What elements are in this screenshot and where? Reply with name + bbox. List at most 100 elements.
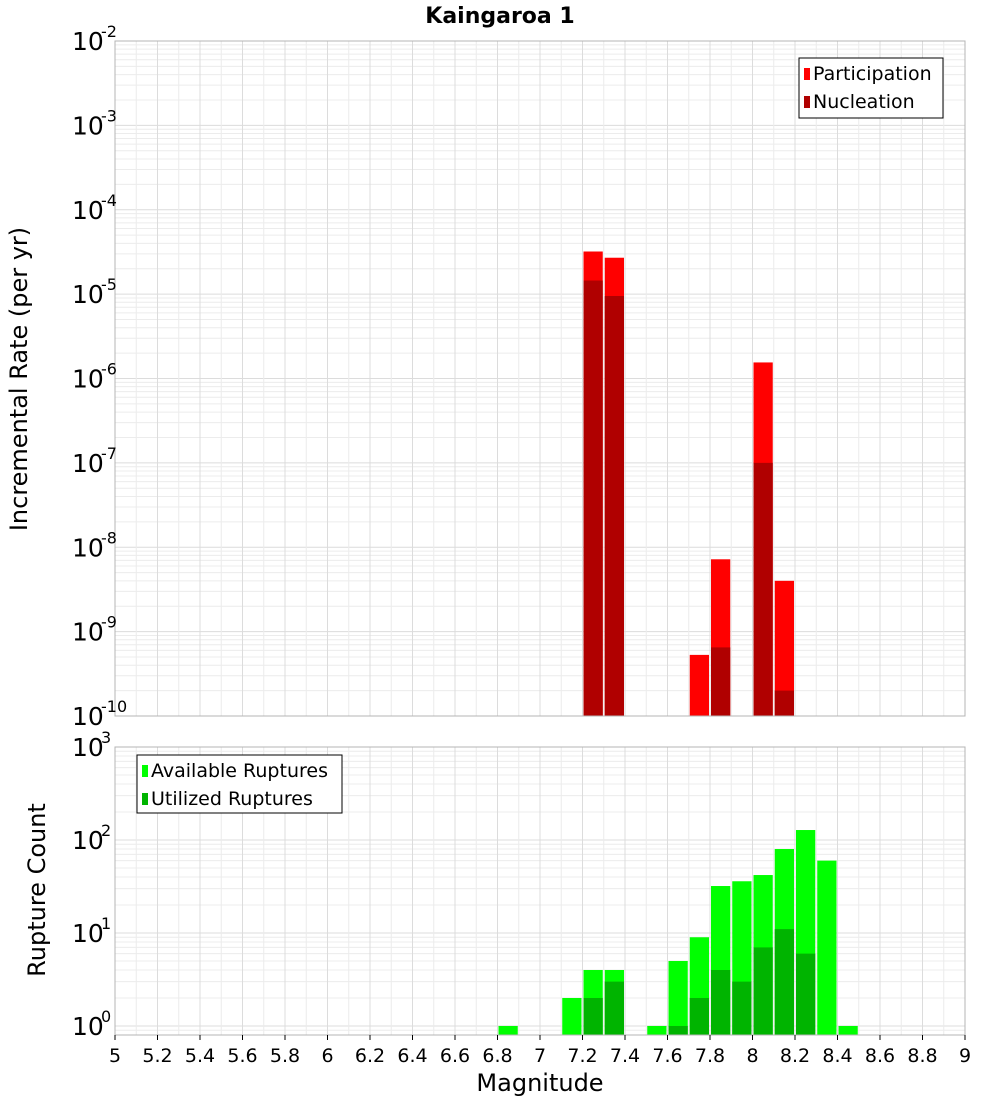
- y-tick-exponent: -5: [101, 275, 117, 294]
- y-tick-label: 10-10: [72, 697, 127, 731]
- x-axis-label: Magnitude: [476, 1069, 603, 1097]
- bar: [604, 981, 624, 1035]
- legend-box: [798, 57, 944, 119]
- bar: [668, 960, 688, 1035]
- chart-title: Kaingaroa 1: [425, 4, 574, 29]
- bottom-y-axis-label: Rupture Count: [23, 803, 51, 977]
- y-tick-exponent: -2: [101, 22, 117, 41]
- bar: [774, 690, 794, 716]
- y-tick-base: 10: [72, 618, 104, 647]
- x-tick-label: 5.8: [270, 1045, 300, 1067]
- y-tick-label: 10-8: [72, 528, 117, 562]
- bar: [689, 654, 709, 716]
- legend-entry: Participation: [813, 63, 932, 85]
- bar: [689, 997, 709, 1035]
- x-tick-label: 6.4: [397, 1045, 427, 1067]
- legend-entry: Utilized Ruptures: [151, 788, 313, 810]
- bar: [711, 969, 731, 1035]
- y-tick-exponent: 3: [101, 728, 111, 747]
- legend-swatch: [804, 68, 810, 80]
- bar: [668, 1025, 688, 1035]
- x-tick-label: 5.4: [185, 1045, 215, 1067]
- bar: [498, 1025, 518, 1035]
- y-tick-label: 10-4: [72, 191, 117, 225]
- bar: [732, 981, 752, 1035]
- gridlines: [114, 41, 966, 717]
- x-tick-label: 8.6: [865, 1045, 895, 1067]
- y-tick-label: 100: [72, 1007, 111, 1041]
- x-tick-label: 8.2: [780, 1045, 810, 1067]
- y-tick-label: 10-9: [72, 613, 117, 647]
- x-tick-label: 5: [109, 1045, 121, 1067]
- y-tick-exponent: 2: [101, 821, 111, 840]
- legend-entry: Nucleation: [813, 91, 915, 113]
- legend-swatch: [142, 793, 148, 805]
- x-tick-label: 6.6: [440, 1045, 470, 1067]
- y-tick-label: 103: [72, 728, 111, 762]
- y-tick-exponent: 1: [101, 914, 111, 933]
- legend-entry: Available Ruptures: [151, 760, 328, 782]
- x-tick-label: 9: [959, 1045, 971, 1067]
- bar: [647, 1025, 667, 1035]
- x-tick-label: 6.2: [355, 1045, 385, 1067]
- bar: [796, 953, 816, 1035]
- legend-box: [136, 754, 343, 814]
- x-tick-label: 5.6: [227, 1045, 257, 1067]
- bar: [753, 947, 773, 1035]
- x-tick-label: 8: [746, 1045, 758, 1067]
- series-1: [583, 280, 794, 716]
- y-tick-base: 10: [72, 449, 104, 478]
- y-tick-base: 10: [72, 826, 104, 855]
- x-tick-label: 7: [534, 1045, 546, 1067]
- y-tick-label: 10-2: [72, 22, 117, 56]
- y-tick-exponent: -4: [101, 191, 117, 210]
- y-tick-exponent: -3: [101, 106, 117, 125]
- y-tick-label: 10-6: [72, 360, 117, 394]
- x-tick-label: 7.8: [695, 1045, 725, 1067]
- y-tick-base: 10: [72, 196, 104, 225]
- y-tick-base: 10: [72, 280, 104, 309]
- x-tick-label: 8.8: [907, 1045, 937, 1067]
- y-tick-base: 10: [72, 919, 104, 948]
- bar: [817, 860, 837, 1035]
- x-tick-label: 7.6: [652, 1045, 682, 1067]
- legend: Available Ruptures Utilized Ruptures: [136, 754, 343, 814]
- y-tick-exponent: -6: [101, 360, 117, 379]
- participation-panel: 10-1010-910-810-710-610-510-410-310-2Par…: [72, 22, 966, 731]
- legend: Participation Nucleation: [798, 57, 944, 119]
- y-tick-exponent: -8: [101, 528, 117, 547]
- x-tick-label: 6.8: [482, 1045, 512, 1067]
- legend-swatch: [804, 96, 810, 108]
- y-tick-label: 10-5: [72, 275, 117, 309]
- y-tick-exponent: -10: [101, 697, 127, 716]
- y-tick-exponent: -7: [101, 444, 117, 463]
- bar: [583, 280, 603, 716]
- y-tick-base: 10: [72, 733, 104, 762]
- y-tick-base: 10: [72, 1012, 104, 1041]
- y-tick-exponent: -9: [101, 613, 117, 632]
- bar: [774, 580, 794, 716]
- y-tick-label: 10-7: [72, 444, 117, 478]
- y-tick-base: 10: [72, 702, 104, 731]
- plot-frame: [114, 40, 966, 717]
- y-tick-base: 10: [72, 27, 104, 56]
- x-tick-label: 8.4: [822, 1045, 852, 1067]
- bar: [562, 997, 582, 1035]
- bar: [711, 647, 731, 716]
- bar: [583, 997, 603, 1035]
- x-tick-label: 7.4: [610, 1045, 640, 1067]
- y-tick-base: 10: [72, 365, 104, 394]
- y-tick-base: 10: [72, 533, 104, 562]
- bar: [753, 462, 773, 716]
- y-tick-exponent: 0: [101, 1007, 111, 1026]
- bar: [774, 929, 794, 1035]
- y-tick-label: 102: [72, 821, 111, 855]
- y-tick-label: 10-3: [72, 106, 117, 140]
- y-tick-label: 101: [72, 914, 111, 948]
- x-tick-label: 7.2: [567, 1045, 597, 1067]
- x-tick-label: 5.2: [142, 1045, 172, 1067]
- top-y-axis-label: Incremental Rate (per yr): [5, 227, 33, 531]
- series-1: [583, 929, 816, 1035]
